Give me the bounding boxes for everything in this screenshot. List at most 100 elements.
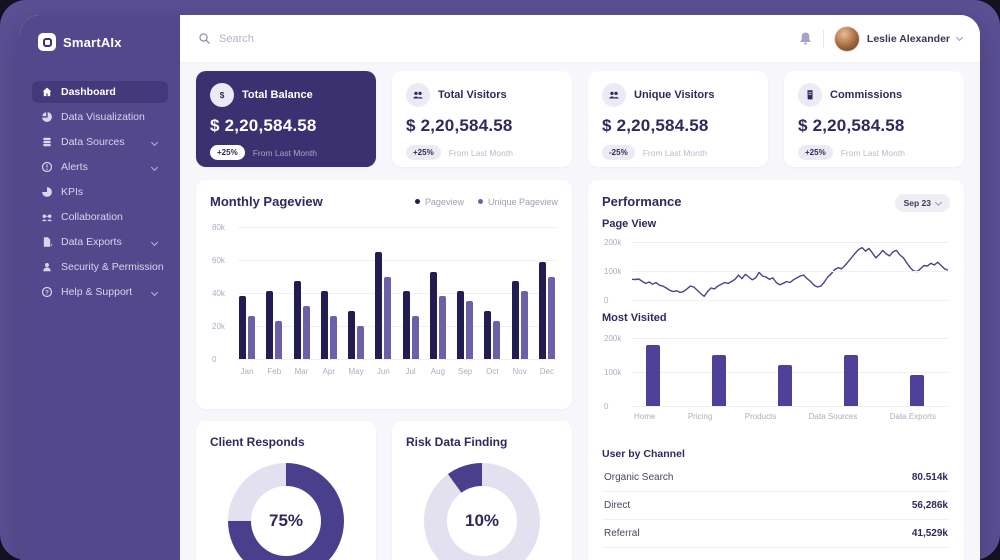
user-by-channel-title: User by Channel [602, 448, 685, 460]
bar-group-may [347, 311, 365, 359]
home-icon [42, 87, 52, 97]
y-axis-tick: 200k [604, 334, 622, 343]
page-view-line-chart: 200k 100k 0 [602, 238, 950, 312]
unique-pageview-bar [384, 276, 392, 359]
unique-pageview-bar [520, 291, 528, 359]
channel-row: Referral 41,529k [602, 520, 950, 548]
collaboration-icon [42, 214, 52, 222]
sidebar-item-data-exports[interactable]: Data Exports [32, 231, 168, 253]
unique-pageview-bar [466, 301, 474, 359]
pageview-bar [538, 261, 546, 359]
sidebar-item-collaboration[interactable]: Collaboration [32, 206, 168, 228]
kpi-label: Commissions [830, 89, 903, 101]
unique-pageview-bar [493, 321, 501, 359]
x-axis-label: Jun [376, 367, 390, 376]
sidebar-item-alerts[interactable]: Alerts [32, 156, 168, 178]
y-axis-tick: 0 [212, 355, 217, 364]
notifications-bell-icon[interactable] [798, 31, 813, 46]
y-axis-tick: 20k [212, 322, 225, 331]
pageview-bar [320, 291, 328, 359]
pageview-bar [429, 271, 437, 359]
users-icon [602, 83, 626, 107]
pie-chart-icon [42, 112, 52, 122]
kpi-label: Total Balance [242, 89, 313, 101]
y-axis-tick: 80k [212, 223, 225, 232]
user-name: Leslie Alexander [866, 32, 950, 45]
sidebar-item-help-support[interactable]: ? Help & Support [32, 281, 168, 303]
sidebar-item-label: Dashboard [61, 86, 116, 98]
donut-title: Risk Data Finding [406, 435, 508, 449]
donut-chart: 10% [424, 463, 540, 560]
search-box[interactable] [198, 32, 798, 45]
x-axis-label: May [348, 367, 364, 376]
dollar-icon: $ [220, 91, 225, 100]
unique-pageview-bar [411, 316, 419, 359]
user-by-channel: User by Channel Organic Search 80.514k Dir… [602, 448, 950, 548]
kpi-value: $ 2,20,584.58 [406, 116, 513, 135]
monthly-pageview-title: Monthly Pageview [210, 194, 323, 209]
user-menu[interactable]: Leslie Alexander [833, 25, 964, 52]
x-axis-label: Feb [267, 367, 282, 376]
x-axis-label: Data Exports [889, 412, 936, 421]
sidebar-item-dashboard[interactable]: Dashboard [32, 81, 168, 103]
x-axis-label: Mar [294, 367, 309, 376]
kpi-icon [42, 187, 52, 197]
sidebar-item-label: Data Exports [61, 236, 122, 248]
database-icon [43, 137, 51, 147]
x-axis-label: Nov [512, 367, 527, 376]
period-chevron-icon [934, 198, 943, 207]
brand-logo-icon [38, 33, 56, 51]
kpi-card-unique-visitors: Unique Visitors $ 2,20,584.58 -25% From Las… [588, 71, 768, 167]
pageview-bar [457, 291, 465, 359]
monthly-pageview-card: Monthly Pageview Pageview Unique Pageview… [196, 180, 572, 409]
brand-name: SmartAIx [63, 34, 122, 50]
unique-pageview-bar [248, 316, 255, 359]
bar-group-nov [511, 281, 529, 359]
bar-group-mar [293, 281, 311, 359]
dollar-icon: $ [210, 83, 234, 107]
y-axis-tick: 40k [212, 289, 225, 298]
donut-title: Client Responds [210, 435, 305, 449]
x-axis-label: Aug [430, 367, 445, 376]
kpi-label: Unique Visitors [634, 89, 715, 101]
user-menu-chevron-icon [955, 33, 964, 42]
pageview-bar [511, 281, 519, 359]
user-avatar[interactable] [833, 25, 860, 52]
most-visited-chart: 200k 100k 0 Home Pricing Products Data Source… [602, 334, 950, 434]
sidebar-item-label: Alerts [61, 161, 88, 173]
main-area: Leslie Alexander $ Total Balance $ 2,20,58… [180, 15, 980, 560]
y-axis-tick: 200k [604, 238, 622, 247]
sidebar-item-security-permission[interactable]: Security & Permission [32, 256, 168, 278]
sidebar-item-kpis[interactable]: KPIs [32, 181, 168, 203]
sidebar-item-data-visualization[interactable]: Data Visualization [32, 106, 168, 128]
chevron-down-icon [150, 238, 159, 246]
svg-text:?: ? [45, 289, 49, 296]
y-axis-tick: 60k [212, 256, 225, 265]
x-axis-label: Pricing [687, 412, 713, 421]
topbar: Leslie Alexander [180, 15, 980, 63]
most-visited-label: Most Visited [602, 312, 667, 324]
performance-title: Performance [602, 194, 682, 209]
channel-value: 41,529k [911, 528, 948, 539]
bar-group-jun [374, 251, 392, 359]
bar-group-sep [456, 291, 474, 359]
unique-pageview-bar [357, 326, 365, 359]
monthly-pageview-chart: 80k 60k 40k 20k 0 Jan Feb Mar Apr May Jun Jul Aug Se… [210, 223, 558, 395]
kpi-value: $ 2,20,584.58 [602, 116, 709, 135]
sidebar-item-label: KPIs [61, 186, 84, 198]
period-selector[interactable]: Sep 23 [894, 194, 950, 212]
svg-text:$: $ [220, 91, 225, 100]
bar-group-apr [320, 291, 338, 359]
pageview-bar [293, 281, 301, 359]
topbar-right: Leslie Alexander [798, 25, 964, 52]
search-input[interactable] [219, 32, 439, 45]
topbar-divider [822, 29, 824, 48]
pageview-bar [402, 291, 410, 359]
legend-item: Pageview [414, 197, 464, 207]
users-icon [609, 91, 619, 99]
sidebar-item-data-sources[interactable]: Data Sources [32, 131, 168, 153]
kpi-card-commissions: Commissions $ 2,20,584.58 +25% From Last Mo… [784, 71, 964, 167]
kpi-note: From Last Month [252, 147, 317, 158]
channel-row: Direct 56,286k [602, 492, 950, 520]
